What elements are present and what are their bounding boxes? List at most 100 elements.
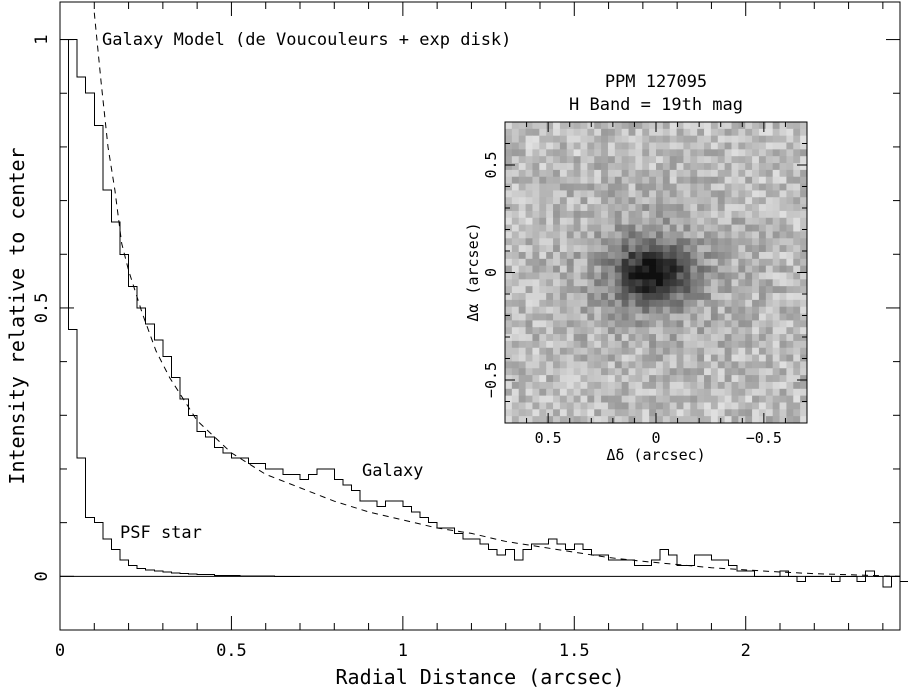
inset-pixel: [628, 313, 636, 321]
inset-pixel: [765, 340, 774, 349]
inset-pixel: [669, 368, 678, 376]
inset-pixel: [642, 210, 650, 219]
inset-pixel: [669, 381, 678, 390]
inset-pixel: [635, 375, 643, 383]
inset-pixel: [793, 368, 801, 376]
inset-pixel: [765, 313, 774, 321]
inset-pixel: [772, 320, 781, 328]
inset-pixel: [621, 142, 630, 150]
inset-pixel: [662, 409, 671, 417]
inset-pixel: [779, 251, 787, 260]
inset-pixel: [662, 258, 671, 267]
inset-pixel: [649, 299, 657, 308]
inset-pixel: [635, 402, 643, 410]
inset-pixel: [607, 217, 616, 226]
inset-pixel: [786, 265, 794, 273]
inset-pixel: [772, 388, 781, 397]
inset-pixel: [532, 388, 540, 397]
inset-pixel: [758, 361, 767, 369]
inset-pixel: [546, 190, 554, 198]
inset-pixel: [505, 265, 513, 273]
inset-pixel: [717, 334, 726, 342]
inset-pixel: [546, 279, 554, 287]
inset-pixel: [779, 128, 787, 137]
inset-pixel: [669, 190, 678, 198]
inset-pixel: [669, 204, 678, 212]
inset-pixel: [607, 169, 616, 178]
inset-pixel: [697, 286, 705, 294]
inset-pixel: [607, 402, 616, 410]
inset-pixel: [601, 327, 609, 335]
inset-pixel: [752, 347, 760, 356]
inset-pixel: [607, 395, 616, 403]
inset-pixel: [628, 135, 636, 144]
inset-pixel: [580, 142, 588, 150]
inset-pixel: [635, 142, 643, 150]
inset-pixel: [587, 395, 595, 403]
inset-pixel: [793, 320, 801, 328]
inset-pixel: [621, 265, 630, 273]
inset-pixel: [601, 128, 609, 137]
inset-pixel: [539, 122, 547, 130]
inset-pixel: [594, 224, 602, 232]
inset-pixel: [553, 231, 561, 239]
inset-pixel: [669, 395, 678, 403]
inset-pixel: [580, 183, 588, 191]
inset-pixel: [738, 224, 746, 232]
inset-pixel: [669, 135, 678, 144]
inset-pixel: [779, 313, 787, 321]
inset-pixel: [731, 313, 739, 321]
inset-pixel: [614, 156, 623, 164]
inset-pixel: [614, 381, 623, 390]
inset-pixel: [649, 197, 657, 205]
galaxy-annotation: Galaxy: [362, 461, 423, 481]
inset-pixel: [662, 299, 671, 308]
inset-pixel: [656, 238, 664, 246]
inset-pixel: [635, 190, 643, 198]
inset-pixel: [765, 122, 774, 130]
inset-pixel: [607, 313, 616, 321]
inset-pixel: [601, 238, 609, 246]
inset-pixel: [505, 368, 513, 376]
inset-pixel: [511, 347, 520, 356]
inset-pixel: [779, 402, 787, 410]
inset-pixel: [724, 128, 732, 137]
inset-pixel: [573, 258, 581, 267]
inset-pixel: [539, 327, 547, 335]
inset-pixel: [669, 416, 678, 424]
inset-pixel: [697, 204, 705, 212]
inset-pixel: [800, 149, 808, 157]
inset-pixel: [662, 149, 671, 157]
inset-pixel: [532, 306, 540, 315]
inset-pixel: [772, 368, 781, 376]
inset-pixel: [566, 375, 575, 383]
inset-pixel: [587, 251, 595, 260]
inset-pixel: [642, 197, 650, 205]
inset-pixel: [649, 334, 657, 342]
inset-pixel: [683, 142, 691, 150]
inset-pixel: [683, 368, 691, 376]
inset-pixel: [525, 210, 533, 219]
inset-pixel: [525, 142, 533, 150]
inset-pixel: [532, 381, 540, 390]
inset-pixel: [601, 313, 609, 321]
inset-pixel: [752, 340, 760, 349]
inset-pixel: [683, 163, 691, 171]
inset-pixel: [539, 128, 547, 137]
inset-pixel: [594, 306, 602, 315]
inset-pixel: [676, 313, 684, 321]
inset-pixel: [559, 210, 568, 219]
inset-pixel: [559, 286, 568, 294]
inset-pixel: [704, 265, 712, 273]
inset-pixel: [614, 122, 623, 130]
inset-pixel: [731, 204, 739, 212]
inset-pixel: [690, 381, 698, 390]
inset-pixel: [559, 238, 568, 246]
inset-pixel: [786, 388, 794, 397]
inset-pixel: [779, 306, 787, 315]
inset-pixel: [642, 381, 650, 390]
inset-pixel: [532, 320, 540, 328]
inset-pixel: [525, 231, 533, 239]
inset-pixel: [525, 340, 533, 349]
inset-pixel: [532, 375, 540, 383]
